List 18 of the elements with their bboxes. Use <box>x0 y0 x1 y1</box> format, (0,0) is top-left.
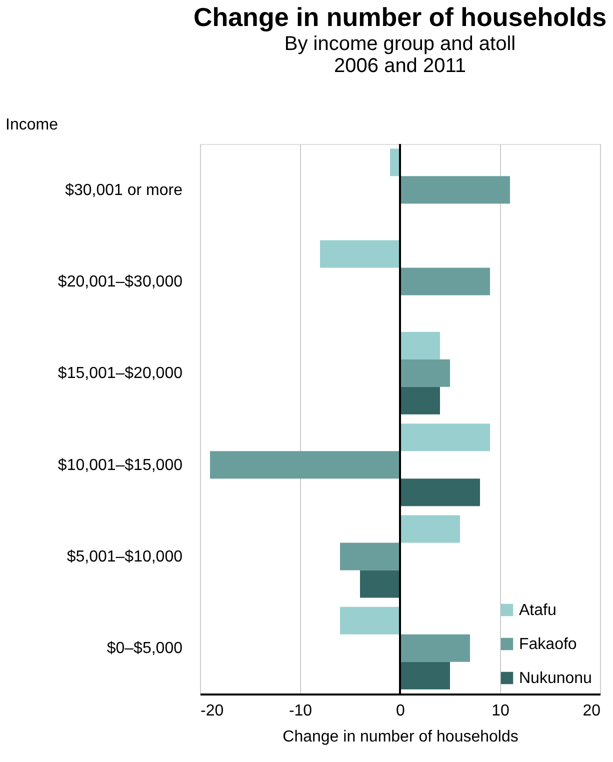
x-tick-label: -20 <box>200 702 224 720</box>
legend-label: Atafu <box>519 602 556 619</box>
legend-label: Fakaofo <box>519 636 577 653</box>
y-tick-label: $20,001–$30,000 <box>58 274 183 290</box>
y-tick-label: $30,001 or more <box>65 182 183 199</box>
legend-label: Nukunonu <box>519 670 592 687</box>
x-tick-label: -10 <box>288 702 312 720</box>
x-tick-label: 20 <box>582 702 601 720</box>
x-tick-label: 10 <box>492 702 510 720</box>
y-tick-label: $0–$5,000 <box>106 640 183 658</box>
y-tick-label: $15,001–$20,000 <box>58 365 183 382</box>
x-tick-label: 0 <box>396 702 406 720</box>
chart-title: Change in number of households <box>193 2 607 32</box>
y-axis-title: Income <box>6 116 58 134</box>
x-axis-title: Change in number of households <box>282 728 518 746</box>
chart-subtitle: By income group and atoll 2006 and 2011 <box>284 33 516 77</box>
y-tick-label: $10,001–$15,000 <box>58 456 183 474</box>
y-tick-label: $5,001–$10,000 <box>66 548 183 566</box>
